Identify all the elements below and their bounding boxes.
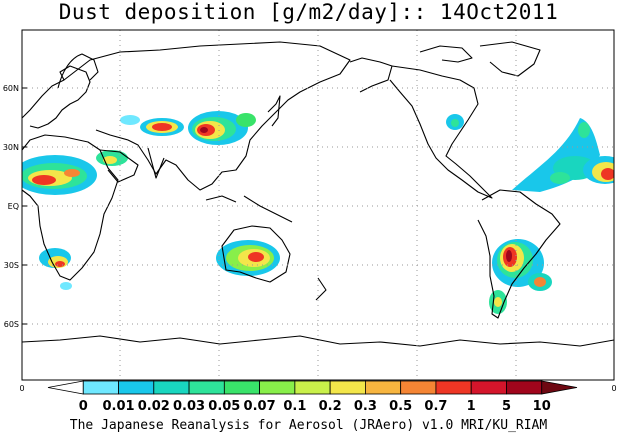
coast-europe [22, 65, 91, 129]
plume-sahara [22, 155, 97, 195]
coast-new-zealand [315, 277, 327, 301]
graticule [22, 30, 614, 380]
coast-greenland [479, 41, 541, 77]
colorbar-label: 0.01 [102, 399, 134, 414]
colorbar-label: 0.03 [173, 399, 205, 414]
colorbar-label: 0.5 [389, 399, 412, 414]
colorbar-swatch [470, 380, 507, 395]
colorbar-swatch [400, 380, 437, 395]
coast-antarctica [22, 335, 614, 347]
colorbar: 0 0.01 0.02 0.03 0.05 0.07 0.1 0.2 0.3 0.5 0.7 1 5 10 [47, 380, 578, 414]
plume-australia [216, 240, 280, 276]
colorbar-swatch [435, 380, 472, 395]
plume-gobi [188, 111, 248, 145]
lat-label-eq: EQ [8, 202, 19, 211]
plume-arabia [96, 150, 128, 166]
colorbar-label: 10 [533, 399, 551, 414]
colorbar-label: 0.1 [283, 399, 306, 414]
colorbar-label: 5 [502, 399, 511, 414]
coast-alaska [349, 57, 393, 93]
lat-label-60s: 60S [4, 320, 19, 329]
coastlines [22, 41, 614, 347]
coast-canada-arctic [419, 45, 473, 63]
lon-label-left: 0 [19, 384, 24, 393]
plume-us-plains [446, 114, 464, 130]
colorbar-label: 0 [79, 399, 88, 414]
coast-india [147, 147, 165, 179]
coast-australia [221, 225, 291, 283]
footer-credit: The Japanese Reanalysis for Aerosol (JRA… [69, 418, 548, 433]
colorbar-swatch [223, 380, 260, 395]
plume-argentina [492, 239, 552, 291]
plume-central-asia [120, 113, 256, 127]
colorbar-swatch [541, 380, 578, 395]
coast-north-america [389, 65, 493, 199]
plume-sahel [583, 156, 614, 184]
lat-label-30n: 30N [3, 143, 19, 152]
colorbar-swatch [82, 380, 119, 395]
colorbar-label: 0.3 [354, 399, 377, 414]
coast-japan [267, 95, 281, 127]
plume-tropical-atlantic [512, 118, 600, 192]
colorbar-swatch [506, 380, 543, 395]
latitude-axis: 60N 30N EQ 30S 60S [3, 84, 27, 329]
coast-africa [22, 134, 119, 281]
colorbar-label: 0.2 [319, 399, 342, 414]
colorbar-label: 1 [467, 399, 476, 414]
colorbar-label: 0.7 [424, 399, 447, 414]
lon-label-right: 0 [611, 384, 616, 393]
coast-maritime-se-asia [205, 195, 293, 223]
colorbar-swatch [47, 380, 84, 395]
colorbar-swatch [364, 380, 402, 395]
colorbar-swatch [259, 380, 296, 395]
colorbar-label: 0.07 [244, 399, 276, 414]
lat-label-30s: 30S [4, 261, 19, 270]
map-frame [21, 29, 615, 381]
coast-south-america [477, 189, 561, 319]
colorbar-label: 0.02 [138, 399, 170, 414]
colorbar-swatch [294, 380, 331, 395]
dust-plumes [22, 111, 614, 314]
colorbar-swatch [118, 380, 155, 395]
colorbar-swatch [153, 380, 190, 395]
colorbar-label: 0.05 [208, 399, 240, 414]
map-title: Dust deposition [g/m2/day]:: 14Oct2011 [58, 0, 559, 24]
colorbar-swatch [329, 380, 366, 395]
colorbar-swatch [188, 380, 225, 395]
plume-taklimakan [140, 118, 184, 136]
coast-arabia [99, 149, 139, 183]
lat-label-60n: 60N [3, 84, 19, 93]
